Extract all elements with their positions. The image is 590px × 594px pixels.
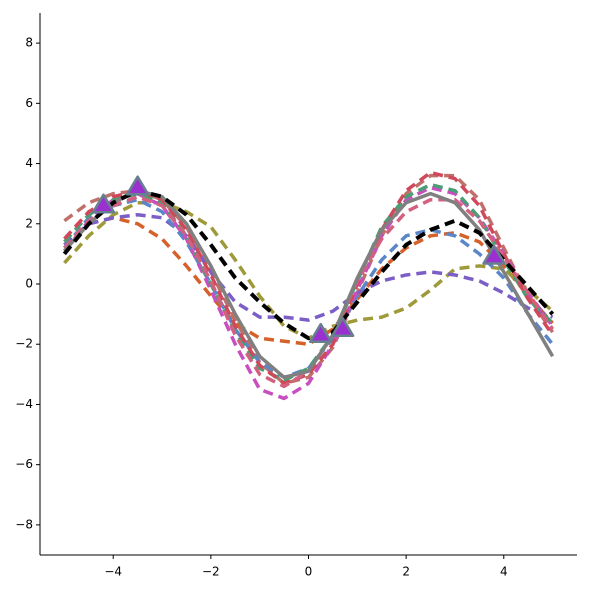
series-line	[63, 170, 555, 386]
x-tick-label: 2	[402, 565, 410, 579]
y-tick-label: −2	[15, 337, 33, 351]
series-line	[63, 182, 554, 383]
marker	[125, 175, 150, 196]
y-tick-label: 2	[25, 216, 33, 230]
y-tick-label: −6	[15, 457, 33, 471]
series-line	[63, 173, 555, 386]
marker	[309, 322, 333, 344]
y-tick-label: 8	[25, 36, 33, 50]
y-tick-label: −4	[15, 397, 33, 411]
series-line	[63, 188, 555, 380]
x-tick-label: 0	[305, 565, 313, 579]
y-tick-label: 0	[25, 277, 33, 291]
y-tick-label: 6	[25, 96, 33, 110]
x-tick-label: −2	[202, 565, 220, 579]
y-tick-label: −8	[15, 517, 33, 531]
y-tick-label: 4	[25, 156, 33, 170]
marker	[482, 244, 506, 265]
x-tick-label: −4	[104, 565, 122, 579]
x-tick-label: 4	[500, 565, 508, 579]
series-line	[63, 197, 554, 380]
marker	[91, 193, 116, 214]
series-line	[63, 212, 554, 322]
series-line	[62, 188, 555, 341]
marker	[330, 316, 355, 338]
